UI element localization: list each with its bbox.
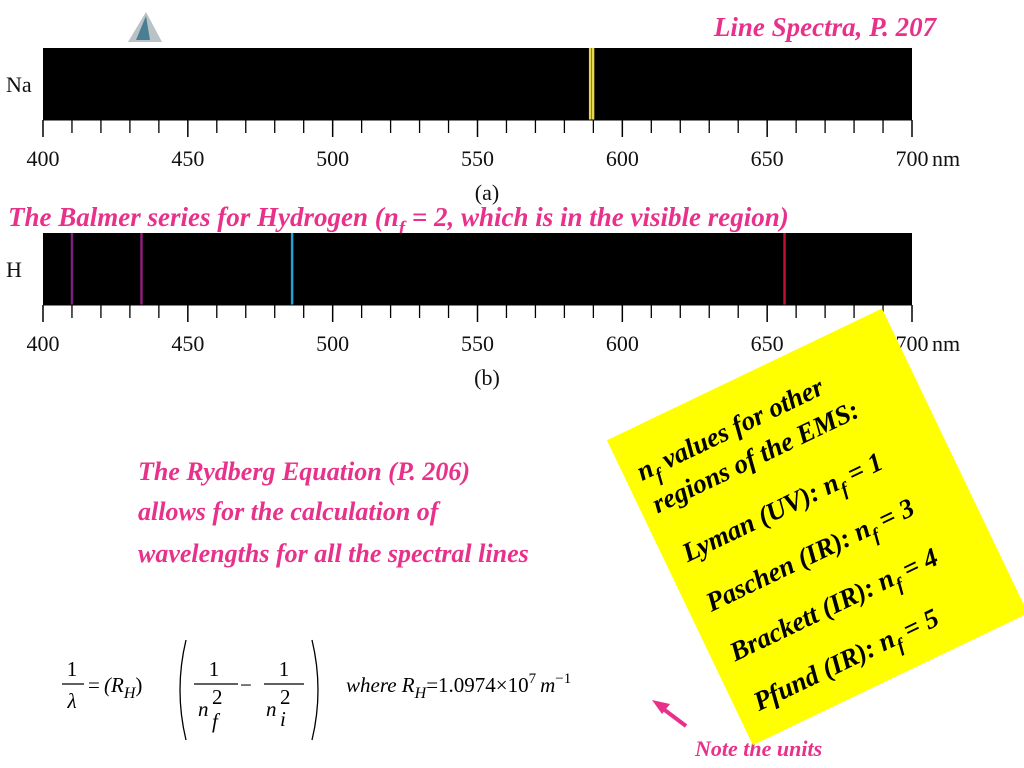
superscript: 2 <box>280 685 291 709</box>
text: =1.0974×10 <box>426 673 528 697</box>
eq-text: (RH) <box>104 673 142 702</box>
slide-title: Line Spectra, P. 207 <box>713 12 938 42</box>
rydberg-line: allows for the calculation of <box>138 497 441 526</box>
tick-label: 700 <box>896 146 929 171</box>
axis-unit: nm <box>932 331 960 356</box>
text: where R <box>346 673 415 697</box>
text: (R <box>104 673 124 697</box>
text: The Balmer series for Hydrogen (n <box>8 202 399 232</box>
eq-text: n <box>266 697 277 721</box>
subscript: H <box>414 685 428 702</box>
text: ) <box>135 673 142 697</box>
eq-text: − <box>240 673 252 697</box>
tick-label: 550 <box>461 331 494 356</box>
tick-label: 500 <box>316 146 349 171</box>
equation: 1 λ = (RH) 1 n 2 f − 1 n 2 i where RH=1.… <box>62 639 571 741</box>
tick-label: 400 <box>27 146 60 171</box>
tick-label: 600 <box>606 146 639 171</box>
paren <box>311 639 319 741</box>
prism-icon-face <box>136 16 150 40</box>
callout-box <box>606 308 1024 746</box>
eq-text: n <box>198 697 209 721</box>
text: m <box>540 673 555 697</box>
arrow-shaft <box>660 706 688 728</box>
subscript: f <box>212 709 221 733</box>
balmer-caption: The Balmer series for Hydrogen (nf = 2, … <box>8 202 789 239</box>
element-label: Na <box>6 72 32 97</box>
tick-label: 650 <box>751 146 784 171</box>
tick-label: 600 <box>606 331 639 356</box>
eq-text: 1 <box>209 657 220 681</box>
spectrum-band <box>43 233 912 305</box>
tick-label: 450 <box>171 146 204 171</box>
spectrum: Na 400 450 500 550 600 650 700 nm (a) <box>6 48 960 205</box>
eq-text: 1 <box>67 657 78 681</box>
element-label: H <box>6 257 22 282</box>
caption: (b) <box>474 365 500 390</box>
subscript: H <box>123 685 137 702</box>
rydberg-line: The Rydberg Equation (P. 206) <box>138 457 470 486</box>
text: = 2, which is in the visible region) <box>405 202 789 232</box>
spectrum-band <box>43 48 912 120</box>
subscript: f <box>399 218 407 239</box>
arrow-head <box>652 700 670 714</box>
tick-label: 550 <box>461 146 494 171</box>
eq-text: = <box>88 673 100 697</box>
axis-unit: nm <box>932 146 960 171</box>
eq-text: where RH=1.0974×107 m−1 <box>346 671 571 702</box>
tick-label: 650 <box>751 331 784 356</box>
superscript: 7 <box>529 671 537 687</box>
superscript: −1 <box>555 671 571 687</box>
superscript: 2 <box>212 685 223 709</box>
tick-label: 400 <box>27 331 60 356</box>
eq-text: 1 <box>279 657 290 681</box>
subscript: i <box>280 707 286 731</box>
tick-label: 450 <box>171 331 204 356</box>
tick-label: 500 <box>316 331 349 356</box>
paren <box>179 639 187 741</box>
caption: (a) <box>475 180 499 205</box>
rydberg-line: wavelengths for all the spectral lines <box>138 539 529 568</box>
eq-text: λ <box>66 689 76 713</box>
